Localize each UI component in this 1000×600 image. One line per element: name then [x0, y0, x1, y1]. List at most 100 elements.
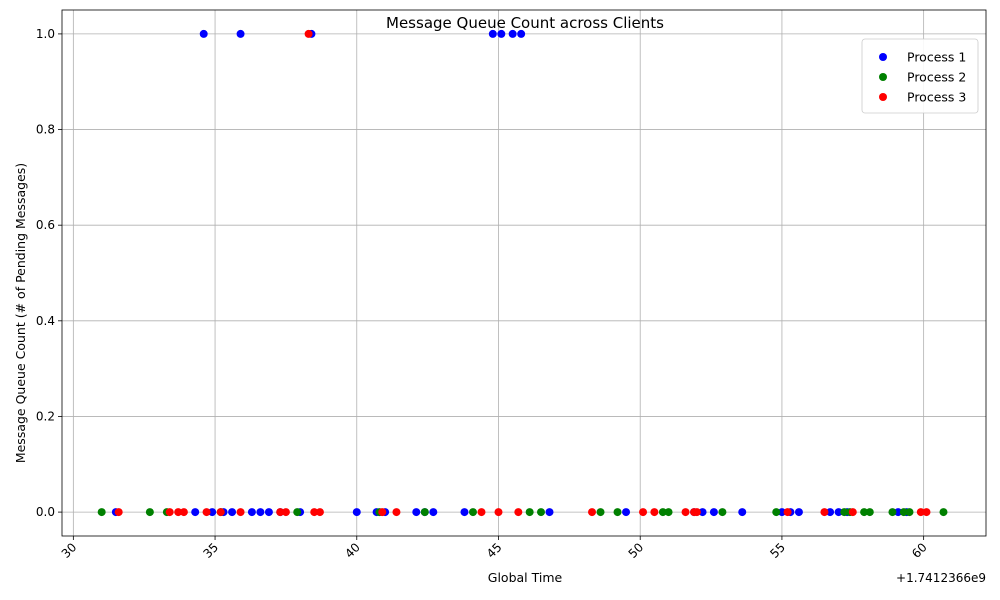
legend-marker-process-3: [879, 93, 887, 101]
y-tick-label: 0.0: [36, 505, 55, 519]
point-process-1: [352, 508, 361, 517]
point-process-3: [281, 508, 290, 517]
grid: [62, 10, 986, 536]
y-tick-label: 0.8: [36, 123, 55, 137]
point-process-3: [639, 508, 648, 517]
point-process-2: [664, 508, 673, 517]
point-process-2: [97, 508, 106, 517]
legend-label-process-3: Process 3: [907, 90, 966, 105]
point-process-2: [840, 508, 849, 517]
x-tick-label: 50: [626, 540, 647, 561]
point-process-3: [310, 508, 319, 517]
point-process-1: [208, 508, 217, 517]
point-process-2: [888, 508, 897, 517]
point-process-1: [545, 508, 554, 517]
point-process-1: [429, 508, 438, 517]
point-process-3: [514, 508, 523, 517]
point-process-3: [165, 508, 174, 517]
point-process-1: [412, 508, 421, 517]
point-process-2: [905, 508, 914, 517]
y-axis-label: Message Queue Count (# of Pending Messag…: [13, 163, 28, 463]
point-process-1: [834, 508, 843, 517]
point-process-3: [378, 508, 387, 517]
point-process-3: [916, 508, 925, 517]
point-process-2: [525, 508, 534, 517]
point-process-2: [468, 508, 477, 517]
point-process-1: [622, 508, 631, 517]
point-process-1: [256, 508, 265, 517]
point-process-2: [658, 508, 667, 517]
point-process-3: [304, 29, 313, 38]
point-process-3: [179, 508, 188, 517]
point-process-3: [588, 508, 597, 517]
point-process-1: [247, 508, 256, 517]
point-process-1: [794, 508, 803, 517]
plot-frame: [61, 9, 987, 537]
point-process-3: [650, 508, 659, 517]
point-process-1: [894, 508, 903, 517]
point-process-3: [922, 508, 931, 517]
x-axis-offset-label: +1.7412366e9: [896, 571, 986, 585]
point-process-3: [820, 508, 829, 517]
point-process-1: [228, 508, 237, 517]
point-process-2: [772, 508, 781, 517]
y-axis-ticks: 0.0 0.2 0.4 0.6 0.8 1.0: [36, 27, 62, 519]
point-process-3: [494, 508, 503, 517]
point-process-3: [114, 508, 123, 517]
legend-label-process-1: Process 1: [907, 50, 966, 65]
legend: Process 1 Process 2 Process 3: [861, 38, 979, 114]
y-tick-label: 0.2: [36, 409, 55, 423]
point-process-1: [488, 29, 497, 38]
x-tick-label: 45: [484, 540, 505, 561]
point-process-2: [939, 508, 948, 517]
point-process-1: [264, 508, 273, 517]
point-process-3: [216, 508, 225, 517]
point-process-1: [517, 29, 526, 38]
point-process-1: [460, 508, 469, 517]
point-process-3: [692, 508, 701, 517]
point-process-3: [783, 508, 792, 517]
point-process-1: [698, 508, 707, 517]
point-process-2: [596, 508, 605, 517]
point-process-2: [293, 508, 302, 517]
x-axis-label: Global Time: [488, 570, 563, 585]
point-process-2: [537, 508, 546, 517]
legend-box: [861, 38, 979, 114]
y-tick-label: 0.6: [36, 218, 55, 232]
point-process-3: [202, 508, 211, 517]
point-process-3: [315, 508, 324, 517]
point-process-1: [191, 508, 200, 517]
legend-marker-process-1: [879, 53, 887, 61]
point-process-1: [777, 508, 786, 517]
x-tick-label: 30: [59, 540, 80, 561]
point-process-3: [276, 508, 285, 517]
point-process-2: [613, 508, 622, 517]
point-process-1: [738, 508, 747, 517]
x-tick-label: 35: [200, 540, 221, 561]
point-process-1: [236, 29, 245, 38]
point-process-3: [681, 508, 690, 517]
point-process-3: [477, 508, 486, 517]
point-process-2: [865, 508, 874, 517]
point-process-1: [709, 508, 718, 517]
point-process-1: [508, 29, 517, 38]
point-process-3: [848, 508, 857, 517]
x-tick-label: 60: [909, 540, 930, 561]
point-process-1: [497, 29, 506, 38]
point-process-2: [145, 508, 154, 517]
point-process-3: [174, 508, 183, 517]
legend-label-process-2: Process 2: [907, 70, 966, 85]
point-process-2: [420, 508, 429, 517]
legend-marker-process-2: [879, 73, 887, 81]
point-process-2: [718, 508, 727, 517]
y-tick-label: 1.0: [36, 27, 55, 41]
chart-title: Message Queue Count across Clients: [386, 14, 664, 32]
y-tick-label: 0.4: [36, 314, 55, 328]
point-process-2: [860, 508, 869, 517]
point-process-2: [899, 508, 908, 517]
data-points: [97, 29, 948, 517]
point-process-1: [826, 508, 835, 517]
x-tick-label: 40: [342, 540, 363, 561]
x-axis-ticks: 30 35 40 45 50 55 60: [59, 536, 930, 561]
